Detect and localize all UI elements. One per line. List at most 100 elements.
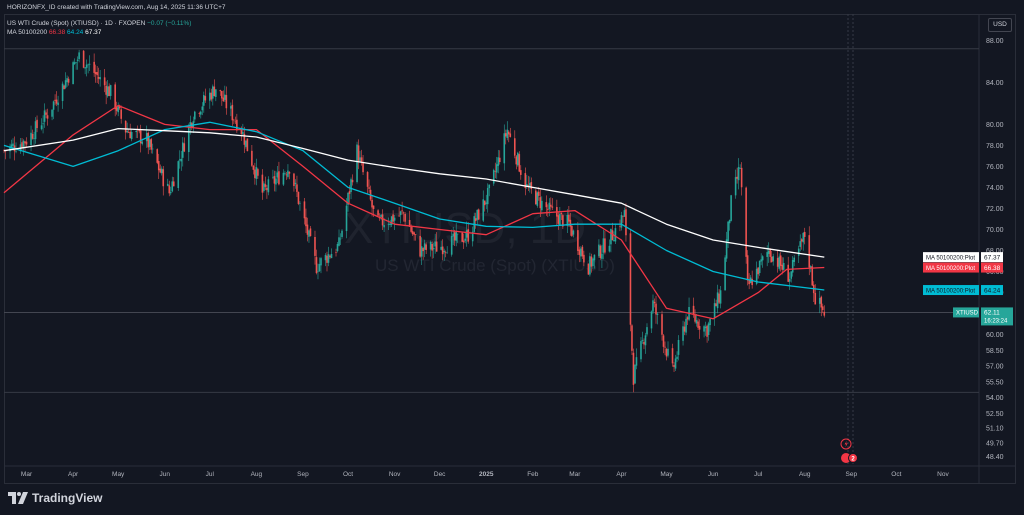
price-tick-label: 48.40 <box>986 454 1004 461</box>
candle <box>456 233 459 243</box>
tradingview-logo[interactable]: TradingView <box>8 491 102 505</box>
candle <box>181 137 184 167</box>
candle <box>99 70 101 87</box>
candle-body <box>467 229 470 242</box>
candle <box>324 253 327 267</box>
candle-body <box>73 62 76 64</box>
candle-body <box>614 228 617 242</box>
candle <box>516 151 519 167</box>
currency-selector[interactable]: USD <box>988 18 1012 32</box>
candle <box>296 175 298 197</box>
candle-body <box>305 217 307 227</box>
candle-body <box>315 257 318 274</box>
candle-body <box>676 356 678 359</box>
candle-body <box>599 245 602 258</box>
candle-body <box>51 109 53 117</box>
symbol-legend[interactable]: US WTI Crude (Spot) (XTIUSD) · 1D · FXOP… <box>7 20 191 27</box>
candle-body <box>294 182 297 185</box>
time-tick-label: Mar <box>21 471 33 478</box>
candle-body <box>655 303 657 315</box>
candle <box>345 198 348 239</box>
candle <box>504 129 507 145</box>
time-tick-label: Apr <box>68 471 79 478</box>
candle-body <box>15 151 17 153</box>
price-tick-label: 84.00 <box>986 80 1004 87</box>
candle-body <box>360 157 363 162</box>
candle-body <box>739 168 741 169</box>
candle-body <box>314 236 316 256</box>
candle-body <box>392 214 394 222</box>
candle <box>434 233 436 254</box>
candle <box>136 125 139 139</box>
candle <box>129 123 131 139</box>
candle <box>718 289 720 304</box>
candle-body <box>356 144 358 183</box>
candle <box>314 230 316 265</box>
candle-body <box>799 241 802 247</box>
candle-body <box>808 235 811 268</box>
earnings-icon[interactable] <box>841 453 851 463</box>
candle <box>769 248 771 263</box>
candle <box>577 221 579 255</box>
candle-body <box>317 271 319 272</box>
candle <box>33 131 35 146</box>
candle-body <box>772 256 774 262</box>
candle-body <box>667 348 669 356</box>
candle-body <box>404 213 406 222</box>
candle-body <box>571 225 573 236</box>
candle-body <box>287 170 289 177</box>
candle-body <box>219 90 222 92</box>
candle <box>318 257 321 273</box>
candle <box>309 225 312 237</box>
candle <box>359 150 361 163</box>
candle-body <box>67 78 70 83</box>
ma-price-label: MA 50100200:Plot 67.37 <box>923 252 1003 263</box>
candle-body <box>12 143 14 146</box>
candle-body <box>661 314 663 335</box>
candle <box>655 295 657 324</box>
candle <box>255 158 258 186</box>
candle-body <box>320 258 322 266</box>
candle-body <box>746 255 749 281</box>
candle <box>671 343 674 367</box>
candle <box>166 178 169 187</box>
candle-body <box>483 200 486 206</box>
last-price-value: 62.11 <box>984 310 1000 317</box>
candle-body <box>236 119 238 131</box>
candle <box>519 165 522 180</box>
candle <box>215 89 217 102</box>
candle <box>497 149 500 174</box>
candle <box>148 136 151 151</box>
lightning-icon[interactable] <box>840 438 852 450</box>
candle <box>767 242 770 263</box>
candle-body <box>740 167 743 188</box>
chart-pane[interactable] <box>4 14 1016 484</box>
candle <box>15 142 17 154</box>
candle <box>368 179 370 193</box>
events[interactable]: 2 <box>840 438 858 463</box>
candle-body <box>640 341 642 360</box>
candle-body <box>713 303 716 319</box>
candle <box>222 90 225 102</box>
candle-body <box>341 230 343 237</box>
candle-body <box>117 105 119 113</box>
candle <box>779 252 782 272</box>
candle <box>808 226 811 276</box>
candle-body <box>677 339 680 355</box>
candle <box>288 171 291 180</box>
candle <box>589 252 591 277</box>
candle <box>390 216 393 227</box>
candle <box>656 312 659 325</box>
candle-body <box>476 209 479 220</box>
candle <box>254 162 256 185</box>
time-tick-label: Jun <box>160 471 171 478</box>
candle <box>727 221 729 249</box>
candle <box>61 81 64 109</box>
candle-body <box>108 86 110 97</box>
candle <box>492 168 495 186</box>
candle <box>683 321 686 336</box>
candle <box>818 290 821 314</box>
ma-legend[interactable]: MA 50100200 66.38 64.24 67.37 <box>7 29 101 36</box>
candle-body <box>434 241 436 247</box>
